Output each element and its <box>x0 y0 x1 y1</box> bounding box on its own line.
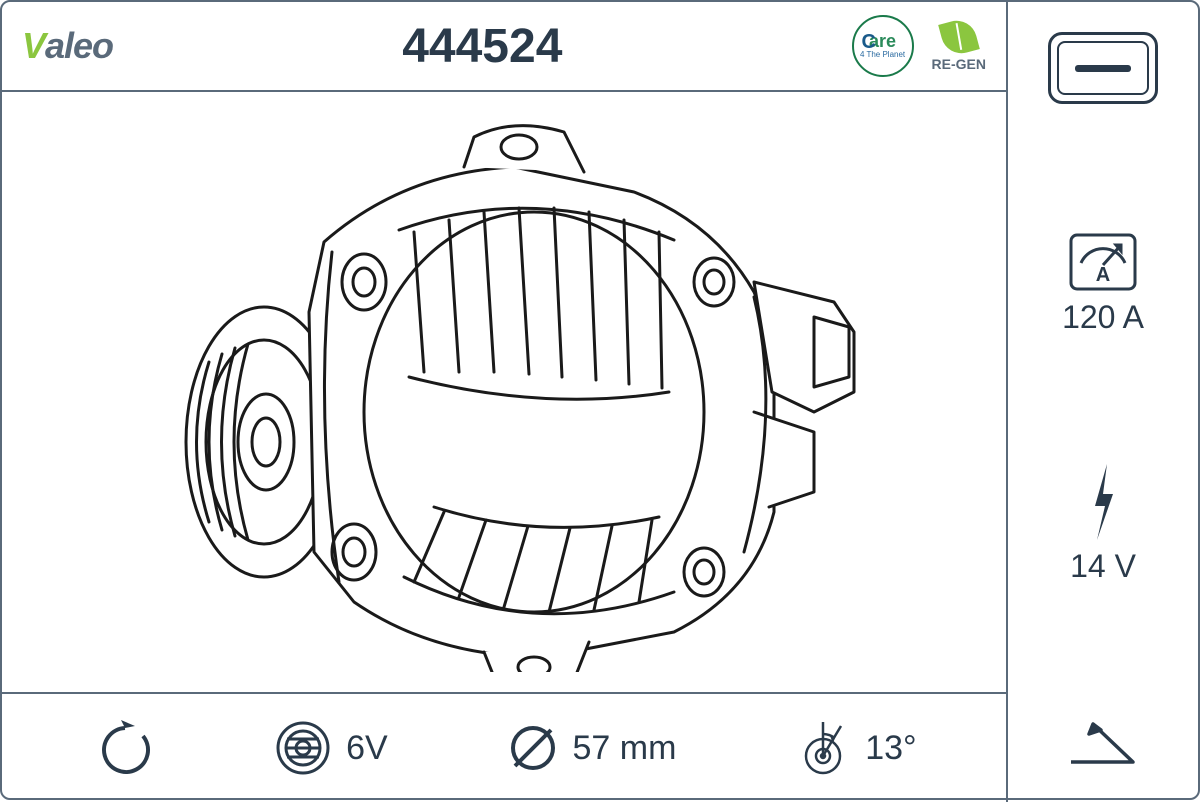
svg-text:A: A <box>1096 264 1110 286</box>
minus-icon <box>1048 32 1158 104</box>
ammeter-icon: A <box>1067 231 1139 293</box>
current-value: 120 A <box>1062 299 1144 336</box>
leaf-icon <box>938 16 980 58</box>
rotation-spec <box>91 720 155 776</box>
rotate-ccw-icon <box>91 720 155 776</box>
voltage-value: 14 V <box>1070 548 1136 585</box>
spark-icon <box>1081 462 1125 542</box>
header: Valeo 444524 C are 4 The Planet RE-GEN <box>2 2 1008 92</box>
product-drawing-area <box>2 92 1008 692</box>
current-spec: A 120 A <box>1062 231 1144 336</box>
grooves-value: 6V <box>346 729 388 768</box>
gauge-angle-icon <box>795 716 851 780</box>
spec-sidebar: A 120 A 14 V <box>1008 2 1198 802</box>
mount-angle-value: 13° <box>865 729 916 768</box>
diameter-spec: 57 mm <box>507 722 677 774</box>
polarity-spec <box>1048 32 1158 104</box>
spec-footer: 6V 57 mm <box>2 692 1008 802</box>
badge-group: C are 4 The Planet RE-GEN <box>852 15 986 77</box>
angle-arrow-icon <box>1065 712 1141 772</box>
regen-label: RE-GEN <box>932 56 986 72</box>
grooves-spec: 6V <box>274 719 388 777</box>
pulley-icon <box>274 719 332 777</box>
datasheet-card: Valeo 444524 C are 4 The Planet RE-GEN <box>0 0 1200 800</box>
logo-v: V <box>22 25 45 67</box>
part-number: 444524 <box>133 19 831 74</box>
diameter-value: 57 mm <box>573 729 677 768</box>
logo-aleo: aleo <box>45 25 113 67</box>
brand-logo: Valeo <box>22 25 113 67</box>
voltage-spec: 14 V <box>1070 462 1136 585</box>
diameter-icon <box>507 722 559 774</box>
mount-angle-spec: 13° <box>795 716 916 780</box>
alternator-line-drawing <box>114 112 894 672</box>
care-planet-badge: C are 4 The Planet <box>852 15 914 77</box>
angle-arrow-spec <box>1065 712 1141 772</box>
regen-badge: RE-GEN <box>932 20 986 72</box>
